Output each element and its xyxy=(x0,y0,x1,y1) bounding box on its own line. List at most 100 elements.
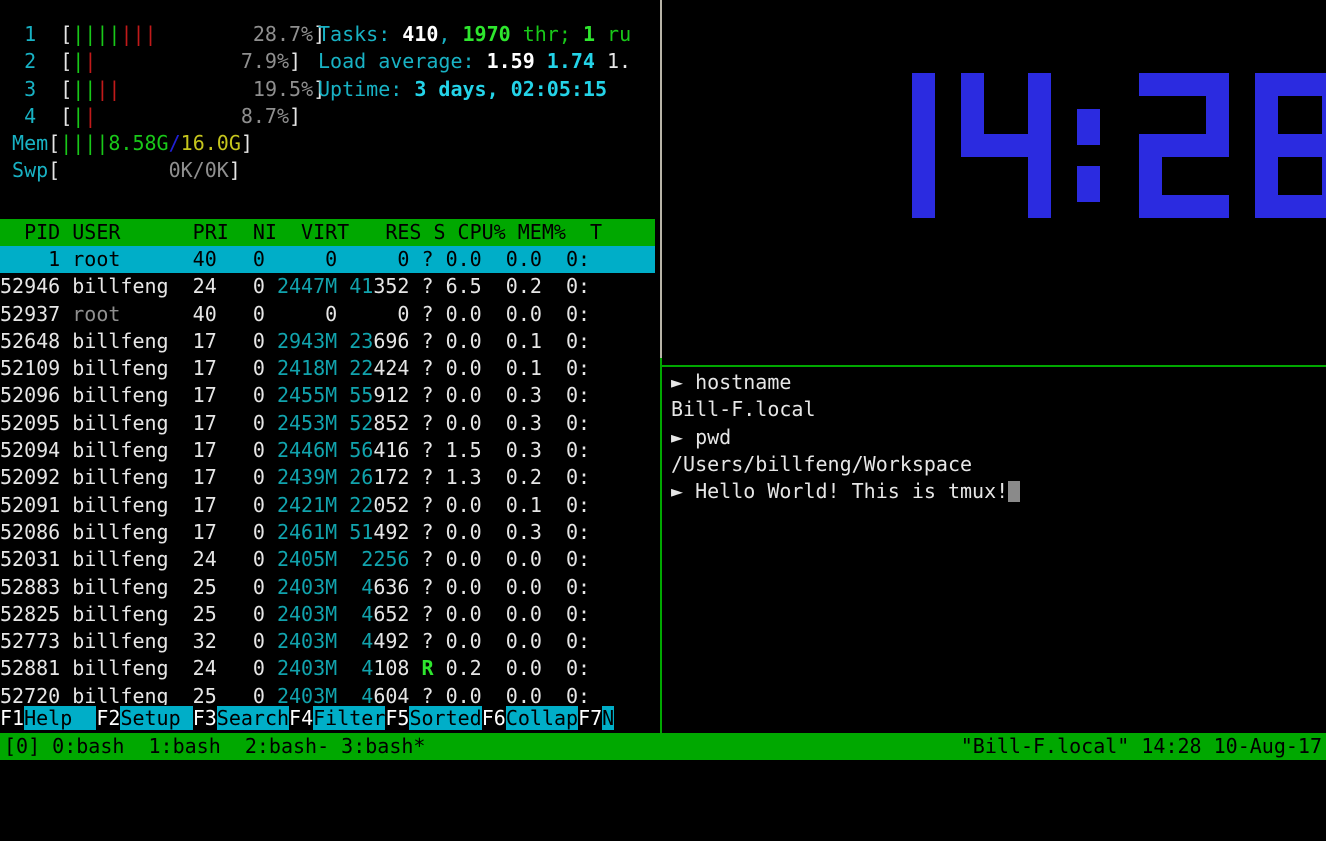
table-row[interactable]: 52881 billfeng 24 0 2403M 4108 R 0.2 0.0… xyxy=(0,655,655,682)
fkey-number-f4[interactable]: F4 xyxy=(289,706,314,730)
fkey-label-help[interactable]: Help xyxy=(24,706,97,730)
cell-cpu-mem-time: 0.2 0.0 0: xyxy=(433,656,591,681)
threads-count: 1970 xyxy=(462,22,511,46)
table-row[interactable]: 52937 root 40 0 0 0 ? 0.0 0.0 0: xyxy=(0,301,655,328)
cell-gap xyxy=(409,602,421,626)
fkey-label-filter[interactable]: Filter xyxy=(313,706,386,730)
cell-user: billfeng xyxy=(72,683,181,708)
table-row[interactable]: 52720 billfeng 25 0 2403M 4604 ? 0.0 0.0… xyxy=(0,683,655,710)
cell-pri: 40 xyxy=(180,247,241,271)
cell-virt: 2405M xyxy=(276,547,338,572)
cell-res: 052 xyxy=(373,492,410,517)
cell-res-prefix: 26 xyxy=(349,465,374,490)
cpu-meter-4: 4 [|| 8.7%] xyxy=(0,103,655,130)
cell-gap xyxy=(409,411,421,435)
mem-total-value: 16.0G xyxy=(180,131,241,156)
cell-virt: 2455M xyxy=(276,383,338,408)
table-row[interactable]: 52086 billfeng 17 0 2461M 51492 ? 0.0 0.… xyxy=(0,519,655,546)
htop-column-header[interactable]: PID USER PRI NI VIRT RES S CPU% MEM% T xyxy=(0,219,655,247)
terminal-screen: 1 [||||||| 28.7%] 2 [|| 7.9%] 3 [|||| 19… xyxy=(0,0,1326,760)
fkey-label-search[interactable]: Search xyxy=(216,706,290,730)
table-row[interactable]: 52109 billfeng 17 0 2418M 22424 ? 0.0 0.… xyxy=(0,355,655,382)
cell-cpu-mem-time: 0.0 0.0 0: xyxy=(433,683,591,708)
cell-gap xyxy=(409,247,421,271)
cell-pid: 52092 xyxy=(0,465,73,490)
shell-line-text: hostname xyxy=(695,370,792,394)
fkey-number-f1[interactable]: F1 xyxy=(0,706,25,730)
fkey-label-setup[interactable]: Setup xyxy=(120,706,193,730)
cell-res-prefix: 41 xyxy=(349,274,374,299)
shell-line-text: pwd xyxy=(695,424,732,449)
pane-divider-vertical-inactive[interactable] xyxy=(660,0,662,358)
cell-res: 108 xyxy=(373,656,410,681)
pane-divider-vertical-active[interactable] xyxy=(660,358,662,733)
cell-res: 492 xyxy=(373,519,410,544)
cell-pri: 40 xyxy=(180,301,241,326)
htop-pane[interactable]: 1 [||||||| 28.7%] 2 [|| 7.9%] 3 [|||| 19… xyxy=(0,0,655,733)
tmux-status-right: "Bill-F.local" 14:28 10-Aug-17 xyxy=(960,734,1322,758)
cell-user: billfeng xyxy=(72,438,181,463)
table-row[interactable]: 52946 billfeng 24 0 2447M 41352 ? 6.5 0.… xyxy=(0,273,655,300)
cpu-meter-3: 3 [|||| 19.5%] xyxy=(0,76,655,103)
cell-res: 652 xyxy=(373,601,410,626)
cell-ni: 0 xyxy=(240,519,277,544)
meter-bracket-close: ] xyxy=(289,49,302,74)
table-row[interactable]: 52096 billfeng 17 0 2455M 55912 ? 0.0 0.… xyxy=(0,382,655,409)
cell-gap xyxy=(337,247,349,271)
cell-virt: 2453M xyxy=(276,410,338,435)
meter-bracket-open: [ xyxy=(60,49,73,74)
shell-pane[interactable]: ► hostname Bill-F.local ► pwd/Users/billfe… xyxy=(663,369,1326,733)
cell-pid: 52825 xyxy=(0,601,73,626)
fkey-label-sorted[interactable]: Sorted xyxy=(409,706,482,730)
fkey-label-collap[interactable]: Collap xyxy=(505,706,579,730)
fkey-number-f5[interactable]: F5 xyxy=(385,706,410,730)
cell-res-prefix: 23 xyxy=(349,328,374,353)
fkey-number-f3[interactable]: F3 xyxy=(192,706,217,730)
table-row[interactable]: 52648 billfeng 17 0 2943M 23696 ? 0.0 0.… xyxy=(0,328,655,355)
htop-summary: Tasks: 410, 1970 thr; 1 ru Load average: … xyxy=(318,21,631,103)
htop-process-list[interactable]: 1 root 40 0 0 0 ? 0.0 0.0 0: 52946 billfe… xyxy=(0,246,655,710)
cell-pid: 52883 xyxy=(0,574,73,599)
table-row[interactable]: 52092 billfeng 17 0 2439M 26172 ? 1.3 0.… xyxy=(0,464,655,491)
table-row[interactable]: 52825 billfeng 25 0 2403M 4652 ? 0.0 0.0… xyxy=(0,601,655,628)
segment-g xyxy=(1255,134,1326,157)
table-row[interactable]: 52883 billfeng 25 0 2403M 4636 ? 0.0 0.0… xyxy=(0,574,655,601)
cell-ni: 0 xyxy=(240,274,277,299)
clock-pane[interactable] xyxy=(663,0,1326,358)
cell-cpu-mem-time: 0.0 0.1 0: xyxy=(433,328,591,353)
segment-g xyxy=(1139,134,1229,157)
table-row[interactable]: 52095 billfeng 17 0 2453M 52852 ? 0.0 0.… xyxy=(0,410,655,437)
cell-pid: 52881 xyxy=(0,656,73,681)
cpu-meter-label: 2 xyxy=(0,49,61,74)
meter-bar-segment: || xyxy=(96,76,121,101)
table-row[interactable]: 52773 billfeng 32 0 2403M 4492 ? 0.0 0.0… xyxy=(0,628,655,655)
tmux-window-list[interactable]: [0] 0:bash 1:bash 2:bash- 3:bash* xyxy=(4,734,426,758)
table-row[interactable]: 52094 billfeng 17 0 2446M 56416 ? 1.5 0.… xyxy=(0,437,655,464)
cell-user: billfeng xyxy=(72,274,181,299)
meter-bracket-close: ] xyxy=(289,103,302,128)
pane-divider-horizontal-active[interactable] xyxy=(660,365,1326,367)
cell-user: billfeng xyxy=(72,519,181,544)
table-row[interactable]: 1 root 40 0 0 0 ? 0.0 0.0 0: xyxy=(0,246,655,274)
cell-state: ? xyxy=(421,629,434,654)
cell-gap xyxy=(409,575,421,599)
fkey-number-f7[interactable]: F7 xyxy=(578,706,603,730)
cell-cpu-mem-time: 0.0 0.0 0: xyxy=(433,601,591,626)
table-row[interactable]: 52031 billfeng 24 0 2405M 2256 ? 0.0 0.0… xyxy=(0,546,655,573)
fkey-number-f6[interactable]: F6 xyxy=(481,706,506,730)
htop-function-key-bar[interactable]: F1Help F2Setup F3SearchF4FilterF5SortedF… xyxy=(0,705,655,733)
table-row[interactable]: 52091 billfeng 17 0 2421M 22052 ? 0.0 0.… xyxy=(0,492,655,519)
cell-user: billfeng xyxy=(72,547,181,572)
cell-user: billfeng xyxy=(72,629,181,654)
cell-state: ? xyxy=(421,383,434,408)
tmux-status-bar[interactable]: [0] 0:bash 1:bash 2:bash- 3:bash* "Bill-… xyxy=(0,733,1326,760)
cell-res: 604 xyxy=(373,683,410,708)
cell-gap xyxy=(337,493,349,517)
segment-c xyxy=(1322,134,1326,218)
fkey-number-f2[interactable]: F2 xyxy=(96,706,121,730)
fkey-label-n[interactable]: N xyxy=(602,706,615,730)
swap-value: 0K/0K xyxy=(60,158,229,183)
shell-cursor[interactable] xyxy=(1008,481,1021,503)
cell-cpu-mem-time: 0.0 0.3 0: xyxy=(433,519,591,544)
cpu-meter-1: 1 [||||||| 28.7%] xyxy=(0,21,655,48)
